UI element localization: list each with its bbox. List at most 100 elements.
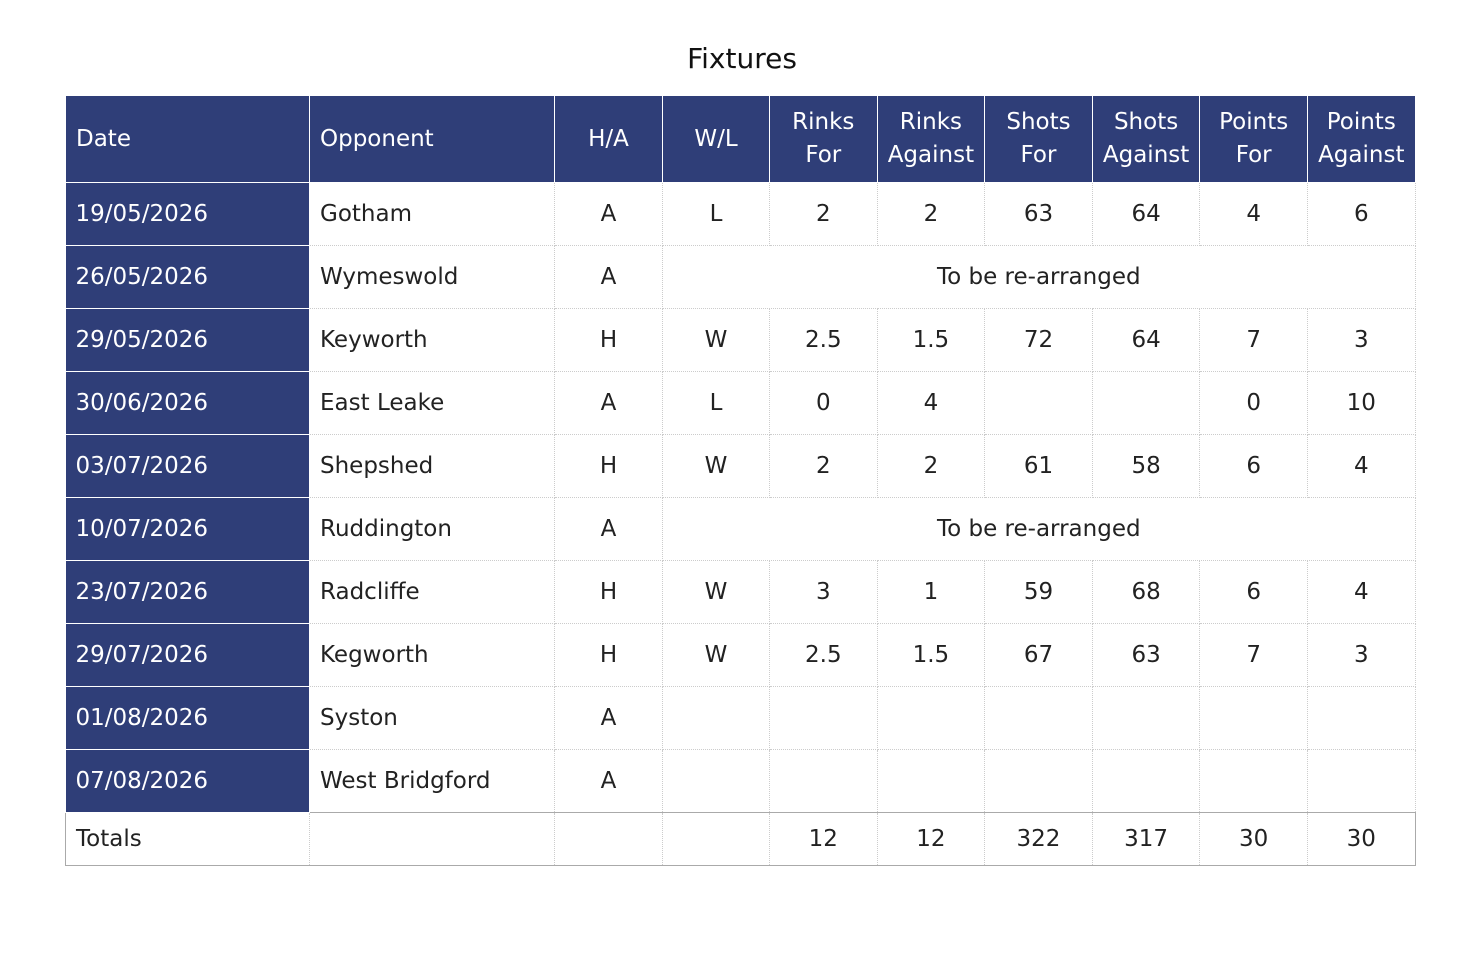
opponent-cell: Gotham (309, 182, 555, 246)
fixture-row: 29/07/2026 Kegworth H W 2.5 1.5 67 63 7 3 (65, 623, 1416, 687)
result-cell (662, 749, 770, 813)
score-cell: 2 (769, 434, 878, 498)
opponent-cell: Keyworth (309, 308, 555, 372)
total-cell: 322 (984, 812, 1093, 866)
fixture-row: 10/07/2026 Ruddington A To be re-arranged (65, 497, 1416, 561)
score-cell (769, 749, 878, 813)
score-cell: 3 (769, 560, 878, 624)
fixture-row: 30/06/2026 East Leake A L 0 4 0 10 (65, 371, 1416, 435)
home-away-cell: H (554, 560, 663, 624)
score-cell (876, 686, 986, 750)
header-row: Date Opponent H/A W/L Rinks For Rinks Against… (65, 95, 1416, 183)
home-away-cell: A (554, 686, 663, 750)
score-cell: 3 (1306, 308, 1416, 372)
column-header: Shots For (984, 95, 1093, 183)
home-away-cell: H (554, 434, 663, 498)
column-header: Shots Against (1091, 95, 1201, 183)
score-cell: 1 (876, 560, 986, 624)
column-header: H/A (554, 95, 663, 183)
opponent-cell: Radcliffe (309, 560, 555, 624)
score-cell (1306, 749, 1416, 813)
result-cell: W (662, 623, 770, 687)
score-cell: 4 (1199, 182, 1308, 246)
note-cell: To be re-arranged (662, 497, 1416, 561)
score-cell: 6 (1306, 182, 1416, 246)
fixture-row: 29/05/2026 Keyworth H W 2.5 1.5 72 64 7 3 (65, 308, 1416, 372)
score-cell: 7 (1199, 623, 1308, 687)
score-cell: 58 (1091, 434, 1201, 498)
total-cell: 317 (1091, 812, 1201, 866)
date-cell: 29/07/2026 (65, 623, 310, 687)
result-cell: L (662, 371, 770, 435)
score-cell: 68 (1091, 560, 1201, 624)
score-cell (1091, 371, 1201, 435)
home-away-cell: A (554, 245, 663, 309)
score-cell (984, 749, 1093, 813)
column-header: Date (65, 95, 310, 183)
total-cell: 30 (1199, 812, 1308, 866)
score-cell: 4 (876, 371, 986, 435)
opponent-cell: Ruddington (309, 497, 555, 561)
column-header: Points Against (1306, 95, 1416, 183)
score-cell (1091, 749, 1201, 813)
score-cell: 3 (1306, 623, 1416, 687)
column-header: Points For (1199, 95, 1308, 183)
opponent-cell: Shepshed (309, 434, 555, 498)
date-cell: 03/07/2026 (65, 434, 310, 498)
fixture-row: 19/05/2026 Gotham A L 2 2 63 64 4 6 (65, 182, 1416, 246)
total-cell: 12 (876, 812, 986, 866)
empty-cell (309, 812, 555, 866)
score-cell (1199, 749, 1308, 813)
total-cell: 12 (769, 812, 878, 866)
score-cell: 1.5 (876, 623, 986, 687)
score-cell: 72 (984, 308, 1093, 372)
result-cell (662, 686, 770, 750)
score-cell: 2.5 (769, 623, 878, 687)
score-cell: 2 (769, 182, 878, 246)
column-header: Opponent (309, 95, 555, 183)
score-cell: 67 (984, 623, 1093, 687)
score-cell: 4 (1306, 560, 1416, 624)
home-away-cell: H (554, 308, 663, 372)
date-cell: 23/07/2026 (65, 560, 310, 624)
opponent-cell: Kegworth (309, 623, 555, 687)
score-cell: 2 (876, 182, 986, 246)
score-cell: 6 (1199, 434, 1308, 498)
score-cell: 7 (1199, 308, 1308, 372)
home-away-cell: A (554, 182, 663, 246)
score-cell (984, 686, 1093, 750)
opponent-cell: Wymeswold (309, 245, 555, 309)
score-cell (1306, 686, 1416, 750)
result-cell: L (662, 182, 770, 246)
date-cell: 30/06/2026 (65, 371, 310, 435)
date-cell: 01/08/2026 (65, 686, 310, 750)
totals-label: Totals (65, 812, 310, 866)
fixtures-table: Date Opponent H/A W/L Rinks For Rinks Against… (65, 95, 1416, 866)
fixture-row: 23/07/2026 Radcliffe H W 3 1 59 68 6 4 (65, 560, 1416, 624)
result-cell: W (662, 308, 770, 372)
column-header: Rinks Against (876, 95, 986, 183)
empty-cell (554, 812, 663, 866)
opponent-cell: East Leake (309, 371, 555, 435)
fixture-row: 07/08/2026 West Bridgford A (65, 749, 1416, 813)
score-cell (984, 371, 1093, 435)
score-cell: 4 (1306, 434, 1416, 498)
note-cell: To be re-arranged (662, 245, 1416, 309)
totals-row: Totals 12 12 322 317 30 30 (65, 812, 1416, 866)
column-header: W/L (662, 95, 770, 183)
date-cell: 07/08/2026 (65, 749, 310, 813)
home-away-cell: H (554, 623, 663, 687)
fixture-row: 01/08/2026 Syston A (65, 686, 1416, 750)
score-cell: 59 (984, 560, 1093, 624)
score-cell: 2.5 (769, 308, 878, 372)
empty-cell (662, 812, 770, 866)
home-away-cell: A (554, 497, 663, 561)
score-cell (1091, 686, 1201, 750)
date-cell: 29/05/2026 (65, 308, 310, 372)
score-cell (769, 686, 878, 750)
date-cell: 10/07/2026 (65, 497, 310, 561)
date-cell: 19/05/2026 (65, 182, 310, 246)
opponent-cell: West Bridgford (309, 749, 555, 813)
score-cell: 2 (876, 434, 986, 498)
